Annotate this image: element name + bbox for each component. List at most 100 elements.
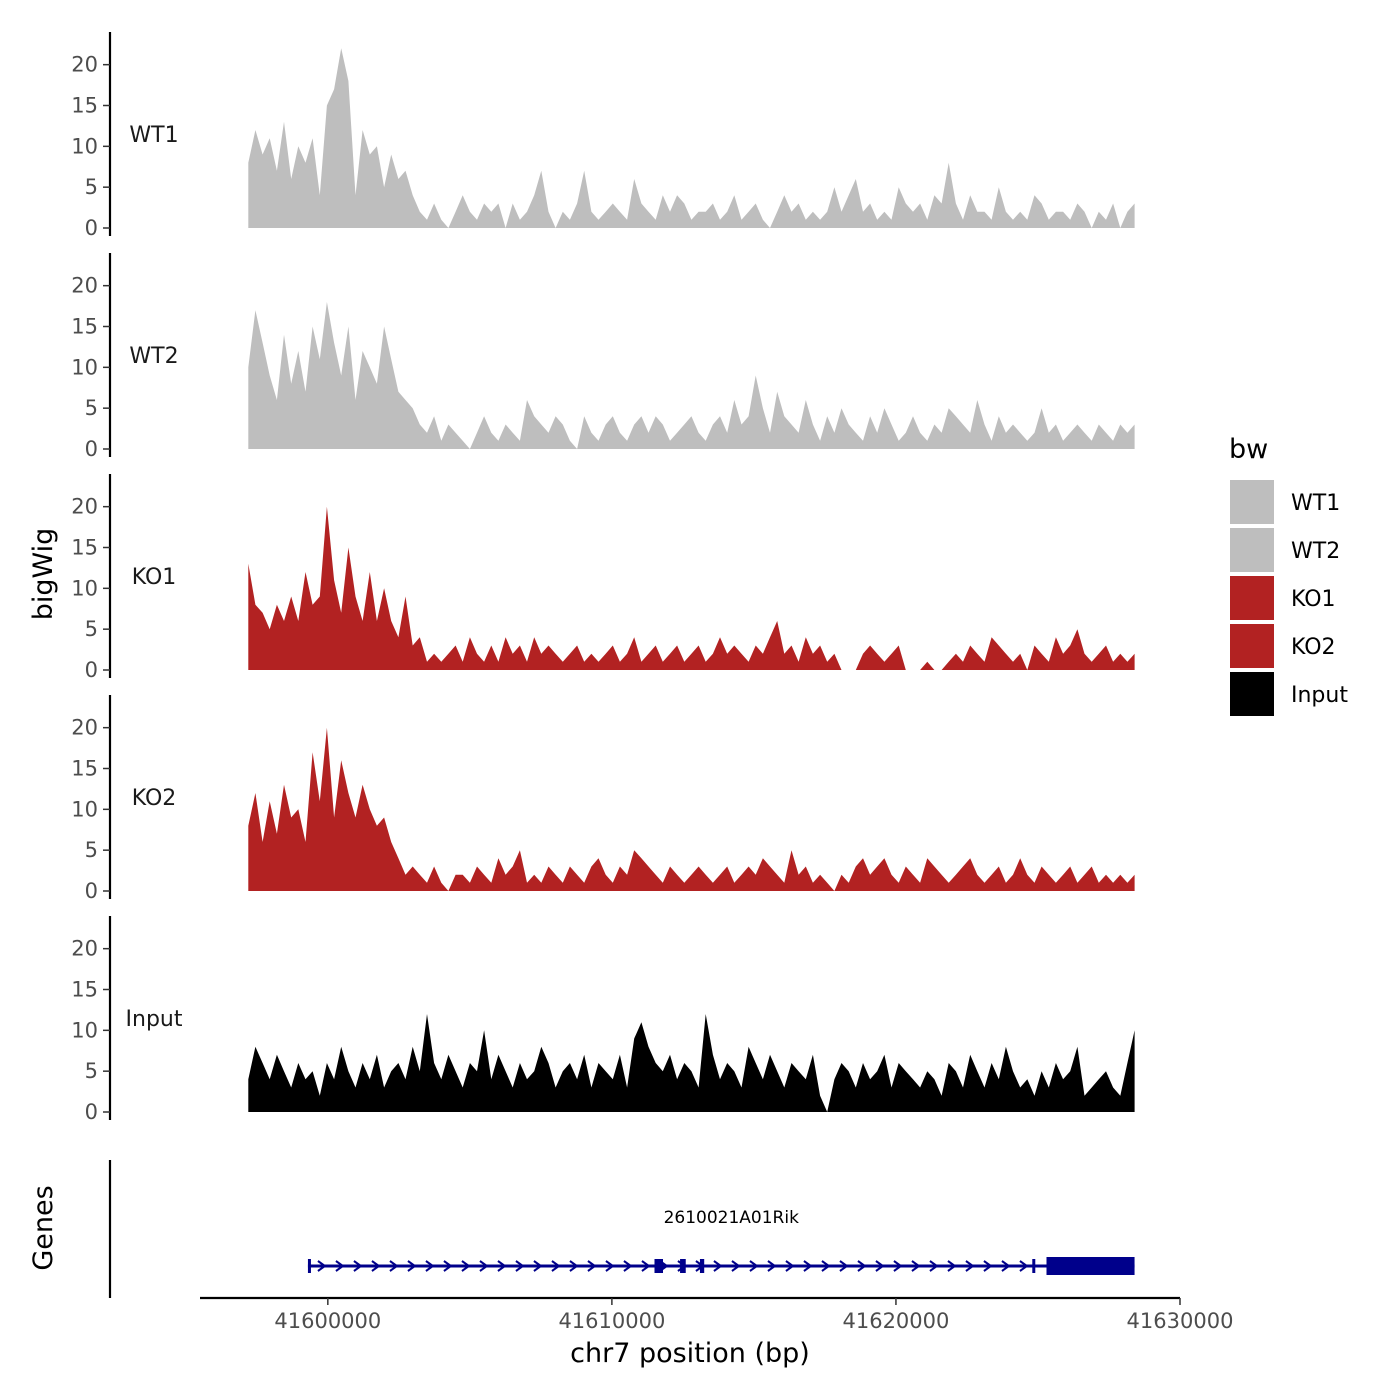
- strand-arrow: [569, 1260, 579, 1272]
- x-tick-label: 41610000: [558, 1309, 665, 1333]
- strand-arrow: [587, 1260, 597, 1272]
- strand-arrow: [425, 1260, 435, 1272]
- legend-label: Input: [1291, 683, 1348, 708]
- track-label: Input: [126, 1007, 183, 1032]
- strand-arrow: [929, 1260, 939, 1272]
- strand-arrow: [839, 1260, 849, 1272]
- track-wt2: 0 5 10 15 20 WT2: [71, 253, 1135, 461]
- genes-panel: 2610021A01Rik: [108, 1160, 1135, 1298]
- gene-exon: [307, 1259, 311, 1273]
- signal-area-input: [248, 1014, 1135, 1112]
- y-tick-label: 10: [71, 797, 98, 821]
- x-tick-label: 41600000: [274, 1309, 381, 1333]
- strand-arrow: [821, 1260, 831, 1272]
- track-label: KO2: [132, 786, 177, 811]
- y-axis-title: bigWig: [28, 528, 59, 621]
- signal-area-ko2: [248, 727, 1135, 891]
- track-ko1: 0 5 10 15 20 KO1: [71, 474, 1135, 682]
- y-tick-label: 5: [85, 838, 98, 862]
- signal-area-wt1: [248, 48, 1135, 228]
- x-tick-label: 41630000: [1127, 1309, 1234, 1333]
- y-tick-label: 5: [85, 1059, 98, 1083]
- y-tick-label: 10: [71, 355, 98, 379]
- strand-arrow: [713, 1260, 723, 1272]
- strand-arrow: [857, 1260, 867, 1272]
- y-tick-label: 0: [85, 879, 98, 903]
- strand-arrow: [389, 1260, 399, 1272]
- strand-arrow: [479, 1260, 489, 1272]
- strand-arrow: [317, 1260, 327, 1272]
- x-axis: 41600000 41610000 41620000 41630000: [200, 1296, 1234, 1333]
- strand-arrow: [803, 1260, 813, 1272]
- y-tick-label: 10: [71, 576, 98, 600]
- legend-label: KO2: [1291, 635, 1336, 660]
- strand-arrow: [407, 1260, 417, 1272]
- strand-arrow: [443, 1260, 453, 1272]
- y-tick-label: 15: [71, 536, 98, 560]
- strand-arrow: [785, 1260, 795, 1272]
- y-tick-label: 20: [71, 937, 98, 961]
- legend-label: WT2: [1291, 539, 1340, 564]
- y-tick-label: 10: [71, 134, 98, 158]
- strand-arrow: [1001, 1260, 1011, 1272]
- gene-exon: [1046, 1257, 1135, 1275]
- y-tick-label: 20: [71, 495, 98, 519]
- gene-exon: [1032, 1259, 1036, 1273]
- legend-swatch: [1230, 576, 1274, 620]
- y-tick-label: 0: [85, 437, 98, 461]
- strand-arrow: [353, 1260, 363, 1272]
- y-tick-label: 15: [71, 757, 98, 781]
- y-tick-label: 10: [71, 1018, 98, 1042]
- strand-arrow: [551, 1260, 561, 1272]
- legend-item-wt2: WT2: [1230, 528, 1340, 572]
- y-tick-label: 5: [85, 175, 98, 199]
- strand-arrow: [515, 1260, 525, 1272]
- y-tick-label: 0: [85, 658, 98, 682]
- strand-arrow: [605, 1260, 615, 1272]
- y-tick-label: 5: [85, 617, 98, 641]
- strand-arrow: [371, 1260, 381, 1272]
- y-tick-label: 15: [71, 94, 98, 118]
- legend-title: bw: [1229, 434, 1268, 465]
- signal-area-wt2: [248, 302, 1135, 449]
- track-wt1: 0 5 10 15 20 WT1: [71, 32, 1135, 240]
- bigwig-tracks: 0 5 10 15 20 WT1 0 5 10 15 20 WT2 0 5 10 15 20 KO1 0 5 10 15 2…: [71, 32, 1135, 1124]
- legend-item-ko1: KO1: [1230, 576, 1336, 620]
- legend-item-ko2: KO2: [1230, 624, 1336, 668]
- track-label: WT2: [129, 344, 178, 369]
- strand-arrow: [623, 1260, 633, 1272]
- strand-arrow: [641, 1260, 651, 1272]
- track-label: KO1: [132, 565, 177, 590]
- strand-arrow: [983, 1260, 993, 1272]
- y-tick-label: 15: [71, 315, 98, 339]
- strand-arrow: [1019, 1260, 1029, 1272]
- track-ko2: 0 5 10 15 20 KO2: [71, 695, 1135, 903]
- track-input: 0 5 10 15 20 Input: [71, 916, 1135, 1124]
- track-label: WT1: [129, 123, 178, 148]
- y-tick-label: 5: [85, 396, 98, 420]
- gene-exon: [699, 1259, 705, 1273]
- strand-arrow: [911, 1260, 921, 1272]
- legend: bw WT1 WT2 KO1 KO2 Input: [1229, 434, 1348, 716]
- y-tick-label: 20: [71, 716, 98, 740]
- gene-exon: [654, 1259, 664, 1273]
- legend-swatch: [1230, 672, 1274, 716]
- strand-arrow: [335, 1260, 345, 1272]
- legend-label: KO1: [1291, 587, 1336, 612]
- legend-swatch: [1230, 624, 1274, 668]
- strand-arrow: [947, 1260, 957, 1272]
- x-axis-title: chr7 position (bp): [570, 1338, 810, 1369]
- legend-label: WT1: [1291, 491, 1340, 516]
- strand-arrow: [767, 1260, 777, 1272]
- strand-arrow: [497, 1260, 507, 1272]
- strand-arrow: [893, 1260, 903, 1272]
- y-tick-label: 15: [71, 978, 98, 1002]
- genes-axis-title: Genes: [28, 1185, 59, 1270]
- x-tick-label: 41620000: [842, 1309, 949, 1333]
- y-tick-label: 20: [71, 53, 98, 77]
- strand-arrow: [461, 1260, 471, 1272]
- strand-arrow: [875, 1260, 885, 1272]
- strand-arrow: [731, 1260, 741, 1272]
- strand-arrow: [965, 1260, 975, 1272]
